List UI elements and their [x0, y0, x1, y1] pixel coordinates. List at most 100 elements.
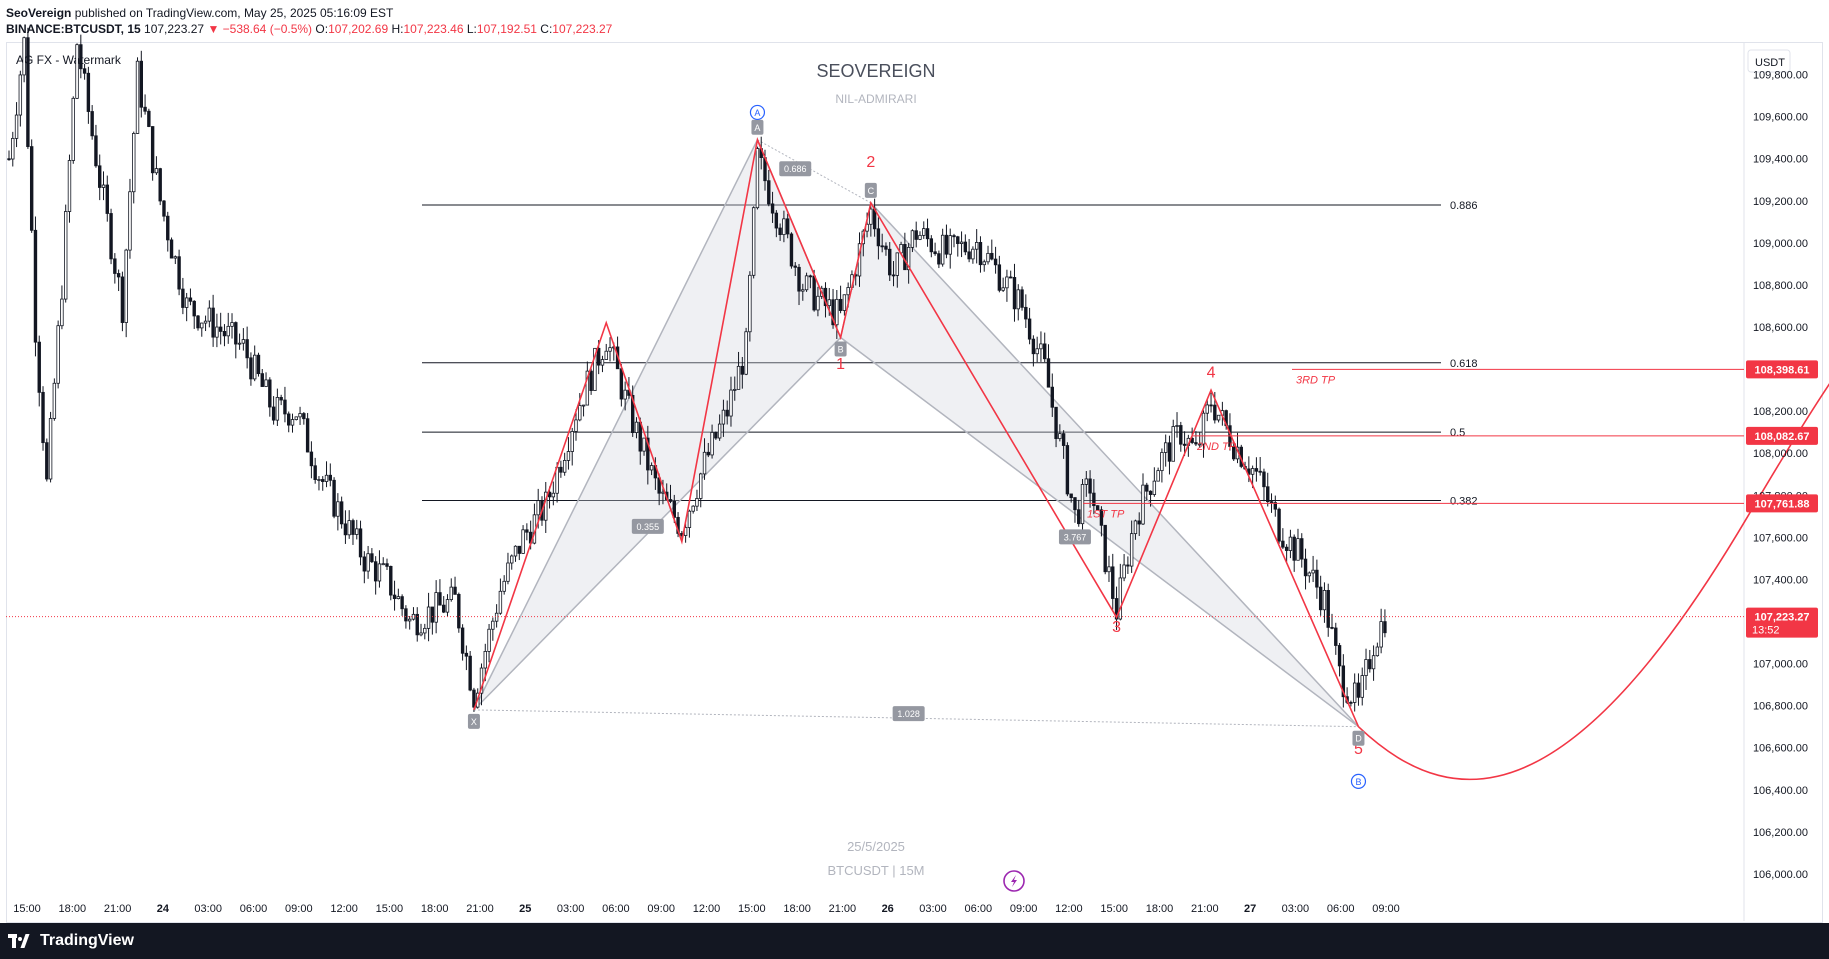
tradingview-logo[interactable]: TradingView	[8, 932, 134, 950]
candle-body	[733, 388, 737, 391]
harmonic-point-tag[interactable]	[864, 182, 877, 198]
chart-watermark-subtitle: NIL-ADMIRARI	[835, 92, 916, 106]
y-tick-label: 109,200.00	[1753, 196, 1808, 208]
candle-body	[827, 299, 831, 307]
candle-body	[1379, 621, 1383, 648]
candle-body	[18, 74, 23, 116]
candle-body	[41, 391, 45, 444]
abc-marker-label: A	[754, 108, 760, 118]
abc-marker[interactable]	[749, 104, 766, 121]
candle-body	[585, 370, 590, 406]
price-tag[interactable]	[1746, 494, 1818, 513]
candle-body	[82, 68, 87, 74]
candle-body	[1024, 306, 1028, 320]
candle-body	[925, 228, 930, 240]
candle-body	[608, 347, 612, 352]
candle-body	[226, 325, 230, 337]
candle-body	[1005, 276, 1009, 289]
candle-body	[438, 592, 442, 606]
y-tick-label: 109,000.00	[1753, 238, 1808, 250]
harmonic-point-tag[interactable]	[751, 119, 764, 135]
lightning-icon[interactable]	[1003, 870, 1025, 892]
candle-body	[702, 451, 707, 475]
candle-body	[64, 211, 68, 300]
candle-body	[1254, 468, 1259, 472]
candle-body	[1156, 470, 1160, 482]
y-tick-label: 107,000.00	[1753, 659, 1808, 671]
candle-body	[347, 520, 351, 536]
candle-body	[1027, 318, 1032, 340]
candle-body	[536, 500, 540, 516]
candle-body	[158, 168, 162, 202]
chart-frame[interactable]	[6, 42, 1823, 923]
candle-body	[192, 300, 196, 317]
candle-body	[241, 339, 246, 344]
harmonic-ratio-tag[interactable]	[1058, 529, 1091, 545]
harmonic-point-tag[interactable]	[834, 341, 847, 357]
y-tick-label: 106,600.00	[1753, 743, 1808, 755]
harmonic-ratio-tag[interactable]	[892, 706, 925, 722]
harmonic-ratio-tag[interactable]	[779, 161, 812, 177]
candle-body	[29, 146, 34, 231]
author-name[interactable]: SeoVereign	[6, 6, 72, 20]
candle-body	[1054, 406, 1058, 440]
candle-body	[1111, 566, 1115, 599]
candle-body	[1269, 501, 1274, 504]
candle-body	[1133, 520, 1138, 535]
candle-body	[252, 354, 257, 380]
x-tick-label: 09:00	[285, 903, 313, 915]
candle-body	[203, 320, 208, 324]
candle-body	[1383, 621, 1387, 634]
candle-body	[150, 126, 155, 174]
candle-body	[1171, 426, 1175, 462]
projection-curve[interactable]	[1357, 330, 1829, 781]
x-tick-label: 21:00	[829, 903, 857, 915]
candle-body	[215, 326, 219, 338]
abc-marker-label: B	[1355, 777, 1361, 787]
candle-body	[1035, 348, 1039, 355]
candle-body	[298, 413, 302, 418]
candle-body	[283, 399, 287, 415]
harmonic-ratio-label: 1.028	[897, 709, 920, 719]
candle-body	[725, 409, 729, 417]
wave-label: 4	[1207, 364, 1216, 381]
harmonic-point-tag[interactable]	[467, 713, 480, 729]
candle-body	[744, 331, 748, 375]
elliott-wave-path[interactable]	[473, 137, 1360, 728]
candle-body	[782, 218, 786, 236]
candle-body	[120, 276, 125, 323]
price-chart[interactable]: AG FX - Watermark SEOVEREIGN NIL-ADMIRAR…	[0, 0, 1829, 923]
candle-body	[1277, 508, 1281, 542]
candle-body	[426, 606, 431, 629]
harmonic-triangle-xab[interactable]	[473, 137, 842, 711]
candle-body	[211, 307, 215, 338]
candle-body	[94, 135, 98, 167]
candle-body	[1213, 404, 1217, 421]
candle-body	[1341, 665, 1346, 698]
candle-body	[1334, 627, 1338, 646]
x-tick-label: 12:00	[330, 903, 358, 915]
abc-marker[interactable]	[1350, 773, 1367, 790]
x-tick-label: 09:00	[1372, 903, 1400, 915]
candle-body	[740, 365, 745, 375]
candle-body	[668, 499, 673, 502]
candle-body	[1163, 442, 1168, 453]
price-tag[interactable]	[1746, 360, 1818, 379]
price-tag[interactable]	[1746, 607, 1818, 638]
harmonic-ratio-tag[interactable]	[631, 518, 664, 534]
candle-body	[559, 466, 563, 473]
harmonic-point-tag[interactable]	[1352, 730, 1365, 746]
candle-body	[37, 341, 41, 393]
price-tag[interactable]	[1746, 426, 1818, 445]
candle-body	[1080, 484, 1085, 525]
candle-body	[1194, 442, 1198, 445]
price-tag-value: 108,398.61	[1754, 364, 1809, 376]
candle-body	[302, 413, 306, 420]
candle-body	[1281, 540, 1285, 548]
candle-body	[631, 394, 635, 433]
candle-body	[525, 529, 529, 533]
candle-body	[166, 215, 170, 241]
candle-body	[1122, 564, 1126, 579]
currency-label[interactable]: USDT	[1755, 57, 1785, 69]
candle-body	[256, 354, 261, 375]
